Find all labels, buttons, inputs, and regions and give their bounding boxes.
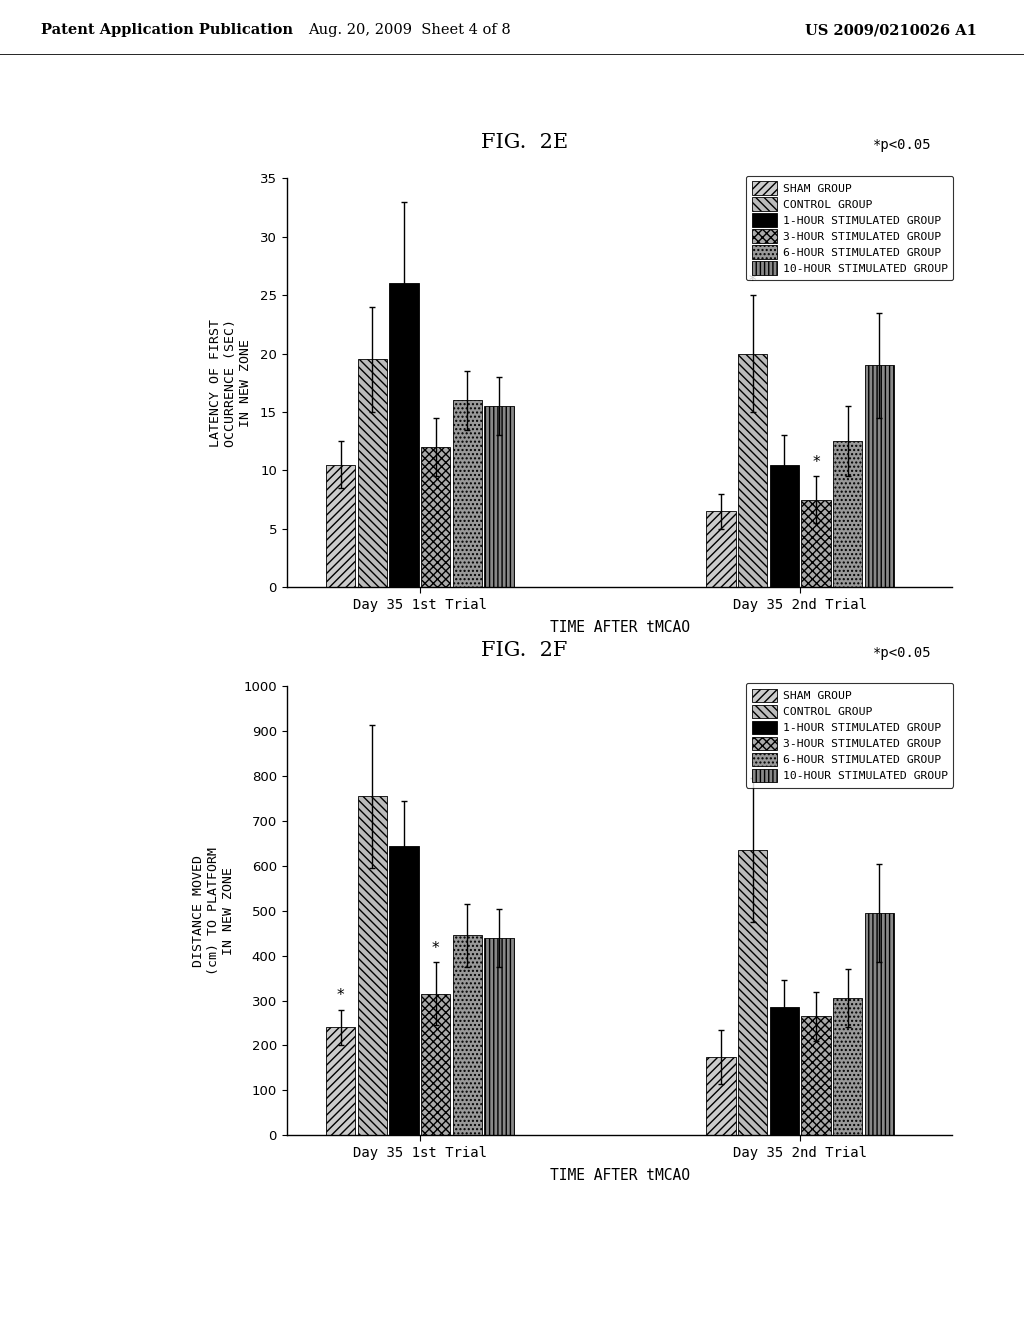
Bar: [864, 366, 894, 587]
Y-axis label: LATENCY OF FIRST
OCCURRENCE (SEC)
IN NEW ZONE: LATENCY OF FIRST OCCURRENCE (SEC) IN NEW…: [209, 319, 252, 446]
Text: FIG.  2F: FIG. 2F: [481, 642, 567, 660]
Text: *: *: [432, 941, 439, 956]
X-axis label: TIME AFTER tMCAO: TIME AFTER tMCAO: [550, 620, 689, 635]
Bar: [453, 400, 482, 587]
Text: *: *: [337, 987, 344, 1003]
Bar: [357, 359, 387, 587]
Text: FIG.  2E: FIG. 2E: [481, 133, 568, 152]
Text: *p<0.05: *p<0.05: [873, 645, 932, 660]
Text: US 2009/0210026 A1: US 2009/0210026 A1: [805, 24, 977, 37]
Bar: [802, 1016, 830, 1135]
Bar: [326, 1027, 355, 1135]
Bar: [453, 936, 482, 1135]
Bar: [707, 511, 735, 587]
Text: Aug. 20, 2009  Sheet 4 of 8: Aug. 20, 2009 Sheet 4 of 8: [308, 24, 511, 37]
Text: *: *: [812, 455, 820, 470]
Bar: [389, 284, 419, 587]
Bar: [484, 407, 514, 587]
Bar: [738, 354, 767, 587]
Bar: [864, 913, 894, 1135]
Text: *p<0.05: *p<0.05: [873, 137, 932, 152]
Bar: [484, 937, 514, 1135]
Bar: [421, 447, 451, 587]
Bar: [421, 994, 451, 1135]
Legend: SHAM GROUP, CONTROL GROUP, 1-HOUR STIMULATED GROUP, 3-HOUR STIMULATED GROUP, 6-H: SHAM GROUP, CONTROL GROUP, 1-HOUR STIMUL…: [746, 176, 953, 280]
Legend: SHAM GROUP, CONTROL GROUP, 1-HOUR STIMULATED GROUP, 3-HOUR STIMULATED GROUP, 6-H: SHAM GROUP, CONTROL GROUP, 1-HOUR STIMUL…: [746, 684, 953, 788]
Bar: [770, 465, 799, 587]
Bar: [802, 500, 830, 587]
X-axis label: TIME AFTER tMCAO: TIME AFTER tMCAO: [550, 1168, 689, 1183]
Bar: [770, 1007, 799, 1135]
Bar: [833, 998, 862, 1135]
Bar: [738, 850, 767, 1135]
Bar: [833, 441, 862, 587]
Bar: [707, 1056, 735, 1135]
Bar: [326, 465, 355, 587]
Text: *: *: [749, 275, 757, 289]
Text: Patent Application Publication: Patent Application Publication: [41, 24, 293, 37]
Bar: [389, 846, 419, 1135]
Bar: [357, 796, 387, 1135]
Y-axis label: DISTANCE MOVED
(cm) TO PLATFORM
IN NEW ZONE: DISTANCE MOVED (cm) TO PLATFORM IN NEW Z…: [193, 847, 236, 974]
